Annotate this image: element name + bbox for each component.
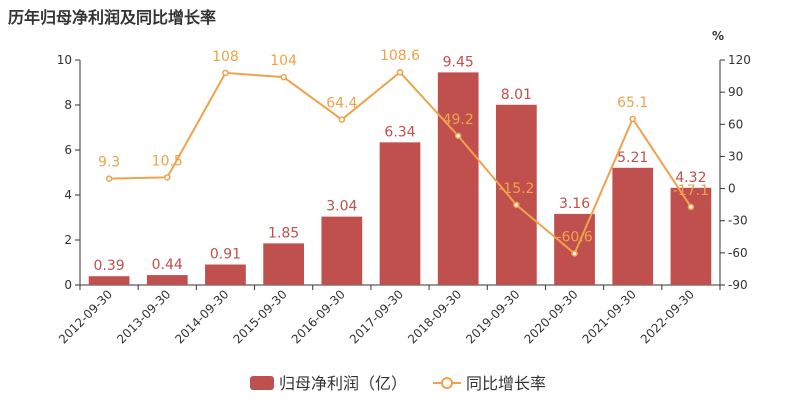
- growth-rate-point: [396, 68, 404, 76]
- growth-rate-label: 10.5: [152, 153, 183, 169]
- legend-line-marker: [441, 377, 453, 389]
- right-axis-tick-label: -60: [728, 246, 748, 260]
- x-axis-tick-label: 2015-09-30: [231, 287, 290, 346]
- bar-value-label: 4.32: [675, 170, 706, 186]
- bar-value-label: 9.45: [443, 54, 474, 70]
- left-axis-tick-label: 4: [64, 188, 72, 202]
- growth-rate-label: -17.1: [673, 183, 709, 199]
- growth-rate-point: [338, 116, 346, 123]
- bar-value-label: 0.39: [94, 258, 125, 274]
- x-axis-tick-label: 2016-09-30: [289, 287, 348, 346]
- legend-bar-label: 归母净利润（亿）: [279, 374, 407, 393]
- right-axis-tick-label: 0: [728, 182, 736, 196]
- growth-rate-point: [454, 132, 462, 140]
- growth-rate-point: [513, 201, 520, 209]
- growth-rate-point: [280, 73, 287, 81]
- right-axis-tick-label: 90: [728, 85, 743, 99]
- bar: [146, 275, 188, 285]
- left-axis-tick-label: 8: [64, 98, 72, 112]
- growth-rate-point: [687, 203, 695, 211]
- right-axis-unit: %: [712, 29, 724, 43]
- bar-value-label: 5.21: [617, 150, 648, 166]
- bar: [496, 104, 537, 286]
- growth-rate-label: 64.4: [326, 96, 357, 112]
- right-axis-tick-label: -90: [728, 278, 748, 292]
- bar: [437, 72, 479, 285]
- growth-rate-point: [571, 250, 578, 257]
- x-axis-tick-label: 2012-09-30: [56, 287, 115, 346]
- growth-rate-label: 49.2: [443, 112, 474, 128]
- chart-title: 历年归母净利润及同比增长率: [8, 8, 217, 27]
- bar: [263, 243, 304, 285]
- bar: [321, 216, 363, 285]
- right-axis-tick-label: -30: [728, 214, 748, 228]
- bar-value-label: 3.16: [559, 196, 590, 212]
- growth-rate-label: 9.3: [98, 155, 120, 171]
- x-axis-tick-label: 2020-09-30: [521, 287, 580, 346]
- x-axis-tick-label: 2014-09-30: [172, 287, 231, 346]
- x-axis-tick-label: 2018-09-30: [405, 287, 464, 346]
- growth-rate-label: -15.2: [498, 181, 534, 197]
- x-axis-tick-label: 2021-09-30: [580, 287, 639, 346]
- growth-rate-point: [164, 174, 171, 181]
- growth-rate-label: 104: [270, 53, 297, 69]
- left-axis-tick-label: 2: [64, 233, 72, 247]
- legend-bar-swatch: [250, 376, 274, 390]
- right-axis-tick-label: 120: [728, 53, 751, 67]
- x-axis-tick-label: 2022-09-30: [638, 287, 697, 346]
- growth-rate-label: 65.1: [617, 95, 648, 111]
- growth-rate-label: 108.6: [380, 48, 420, 64]
- growth-rate-label: 108: [212, 49, 239, 65]
- bar-value-label: 0.91: [210, 247, 241, 263]
- left-axis-tick-label: 10: [57, 53, 72, 67]
- bar: [88, 276, 130, 285]
- left-axis-tick-label: 0: [64, 278, 72, 292]
- legend-line-label: 同比增长率: [466, 374, 546, 393]
- growth-rate-label: -60.6: [556, 230, 592, 246]
- x-axis-tick-label: 2013-09-30: [114, 287, 173, 346]
- right-axis-tick-label: 60: [728, 117, 743, 131]
- bar: [612, 167, 654, 285]
- bar: [205, 264, 246, 285]
- x-axis-tick-label: 2017-09-30: [347, 287, 406, 346]
- bar-value-label: 1.85: [268, 225, 299, 241]
- growth-rate-point: [105, 175, 113, 182]
- bar-value-label: 6.34: [384, 124, 415, 140]
- bar: [554, 213, 595, 285]
- bar: [379, 142, 421, 285]
- left-axis-tick-label: 6: [64, 143, 72, 157]
- right-axis-tick-label: 30: [728, 149, 743, 163]
- growth-rate-point: [629, 115, 636, 123]
- bar-value-label: 3.04: [326, 199, 357, 215]
- x-axis-tick-label: 2019-09-30: [463, 287, 522, 346]
- bar-value-label: 0.44: [152, 257, 183, 273]
- growth-rate-point: [222, 69, 229, 77]
- bar: [670, 187, 712, 285]
- bar-value-label: 8.01: [501, 87, 532, 103]
